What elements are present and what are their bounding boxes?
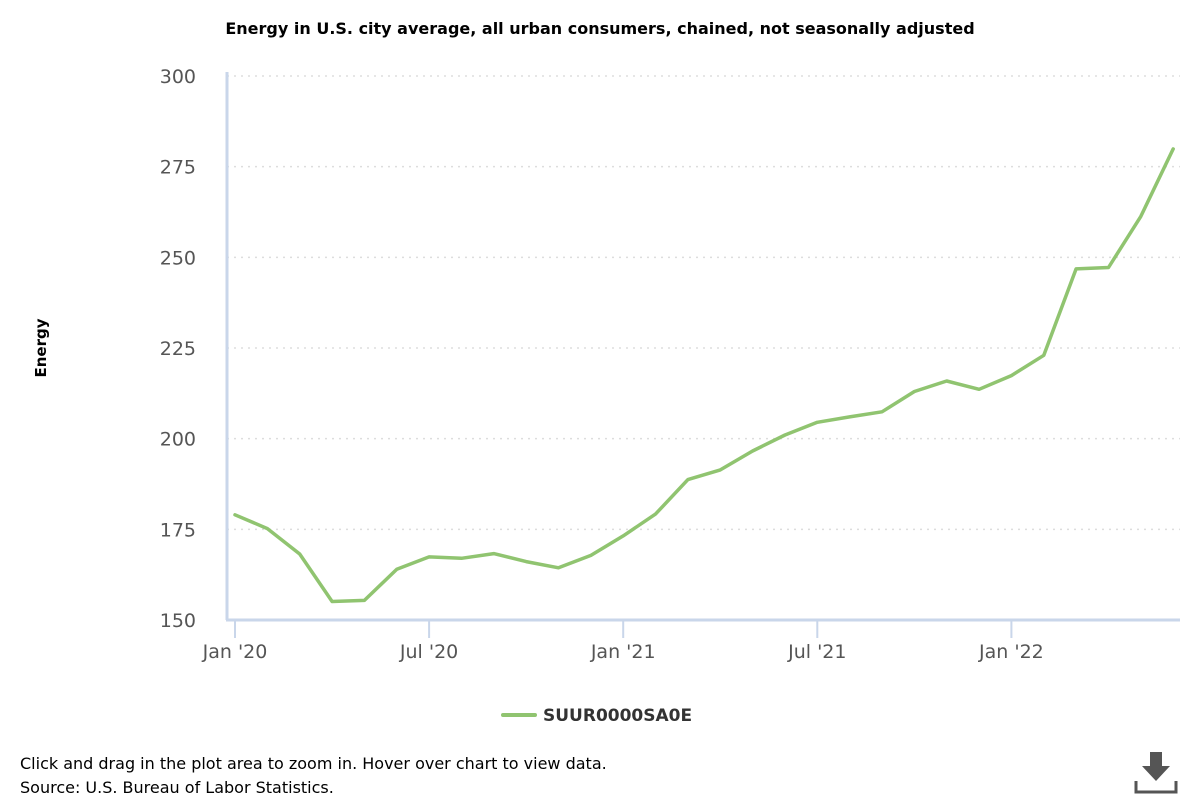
x-tick-label: Jul '21 <box>787 641 846 663</box>
series-line[interactable] <box>233 147 1175 604</box>
chart[interactable]: Energy in U.S. city average, all urban c… <box>0 0 1200 745</box>
data-point[interactable] <box>715 465 725 475</box>
data-point[interactable] <box>1006 371 1016 381</box>
legend-label[interactable]: SUUR0000SA0E <box>543 706 692 726</box>
data-point[interactable] <box>909 387 919 397</box>
data-point[interactable] <box>262 524 272 534</box>
data-point[interactable] <box>554 563 564 573</box>
data-point[interactable] <box>748 446 758 456</box>
data-point[interactable] <box>780 430 790 440</box>
data-point[interactable] <box>327 597 337 607</box>
footer-source: Source: U.S. Bureau of Labor Statistics. <box>20 778 334 797</box>
y-axis-label: Energy <box>32 318 50 377</box>
y-tick-label: 250 <box>160 247 196 269</box>
x-axis-ticks: Jan '20 Jul '20 Jan '21 Jul '21 Jan '22 <box>202 620 1044 663</box>
gridlines <box>227 75 1180 531</box>
x-tick-label: Jan '21 <box>590 641 656 663</box>
data-point[interactable] <box>974 384 984 394</box>
x-tick-label: Jan '22 <box>978 641 1044 663</box>
data-point[interactable] <box>586 550 596 560</box>
data-point[interactable] <box>489 549 499 559</box>
data-point[interactable] <box>1039 350 1049 360</box>
data-point[interactable] <box>942 376 952 386</box>
series-layer[interactable] <box>230 144 1178 607</box>
x-tick-label: Jan '20 <box>202 641 268 663</box>
data-point[interactable] <box>1104 263 1114 273</box>
chart-title: Energy in U.S. city average, all urban c… <box>225 19 974 38</box>
data-point[interactable] <box>392 564 402 574</box>
data-point[interactable] <box>295 549 305 559</box>
data-point[interactable] <box>683 475 693 485</box>
data-point[interactable] <box>812 417 822 427</box>
data-point[interactable] <box>651 509 661 519</box>
data-point[interactable] <box>1071 264 1081 274</box>
x-tick-label: Jul '20 <box>399 641 458 663</box>
legend[interactable]: SUUR0000SA0E <box>501 706 692 726</box>
y-tick-label: 200 <box>160 429 196 451</box>
data-point[interactable] <box>457 553 467 563</box>
footer: Click and drag in the plot area to zoom … <box>20 752 607 800</box>
download-button[interactable] <box>1134 752 1178 794</box>
footer-instructions: Click and drag in the plot area to zoom … <box>20 754 607 773</box>
y-tick-label: 175 <box>160 519 196 541</box>
y-tick-label: 300 <box>160 66 196 88</box>
data-point[interactable] <box>618 531 628 541</box>
data-point[interactable] <box>877 407 887 417</box>
data-point[interactable] <box>1136 211 1146 221</box>
y-tick-label: 150 <box>160 610 196 632</box>
y-tick-label: 225 <box>160 338 196 360</box>
data-point[interactable] <box>521 557 531 567</box>
y-axis-ticks: 150 175 200 225 250 275 300 <box>160 66 196 632</box>
data-point[interactable] <box>1168 144 1178 154</box>
data-point[interactable] <box>845 412 855 422</box>
data-point[interactable] <box>359 595 369 605</box>
y-tick-label: 275 <box>160 157 196 179</box>
download-icon <box>1134 752 1178 794</box>
data-point[interactable] <box>230 510 240 520</box>
data-point[interactable] <box>424 552 434 562</box>
